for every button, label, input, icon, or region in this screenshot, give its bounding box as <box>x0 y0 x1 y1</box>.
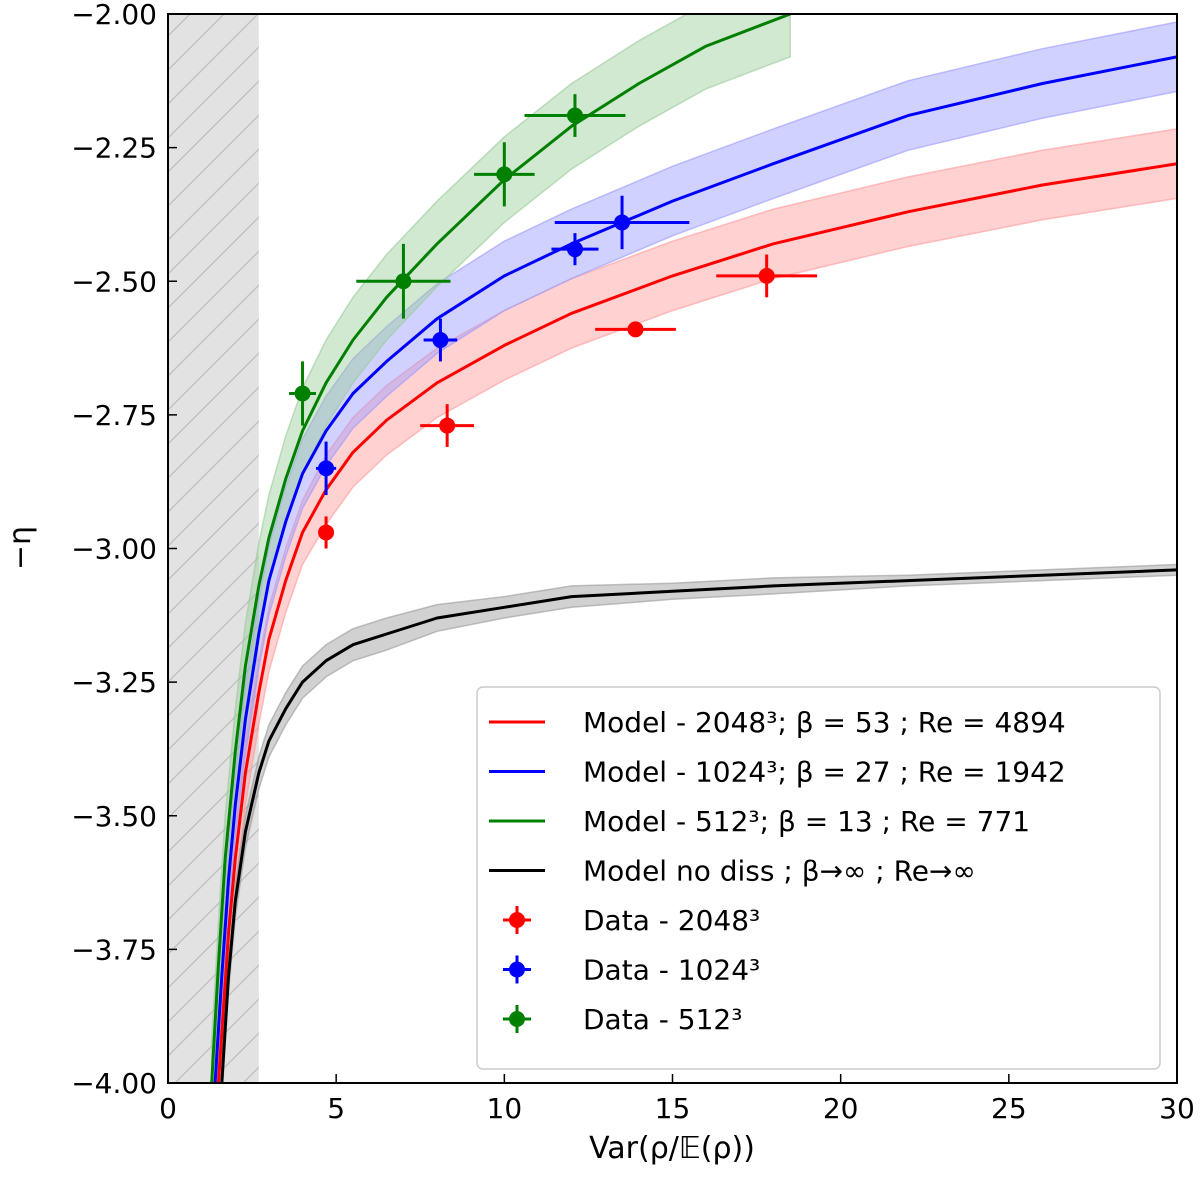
marker <box>758 267 775 284</box>
data-point-1-2 <box>420 404 475 447</box>
x-tick-label: 30 <box>1159 1092 1195 1125</box>
legend-label: Data - 1024³ <box>583 954 760 987</box>
excluded-region-area <box>168 14 259 1083</box>
series-line-4 <box>220 568 1177 1083</box>
data-point-3-4 <box>524 94 626 137</box>
legend-label: Data - 512³ <box>583 1003 742 1036</box>
marker <box>566 107 583 124</box>
data-point-1-4 <box>716 254 818 298</box>
x-axis-label: Var(ρ/𝔼(ρ)) <box>589 1131 755 1166</box>
marker <box>432 332 449 349</box>
data-point-1-3 <box>595 321 676 338</box>
data-points <box>289 94 818 549</box>
legend-label: Model no diss ; β→∞ ; Re→∞ <box>583 855 976 888</box>
marker <box>395 273 412 290</box>
data-point-1-1 <box>318 516 335 549</box>
data-point-3-1 <box>289 361 316 426</box>
y-tick-label: −2.75 <box>71 399 157 432</box>
marker <box>566 241 583 258</box>
series-line-2 <box>213 55 1177 1083</box>
data-point-3-2 <box>356 243 451 319</box>
legend-item-data-2048: Data - 2048³ <box>503 904 760 937</box>
marker <box>318 460 335 477</box>
y-tick-label: −3.50 <box>71 800 157 833</box>
legend-item-model-512-13-re-771: Model - 512³; β = 13 ; Re = 771 <box>489 805 1030 838</box>
y-tick-label: −2.50 <box>71 265 157 298</box>
legend: Model - 2048³; β = 53 ; Re = 4894 Model -… <box>476 686 1161 1070</box>
y-tick-label: −2.25 <box>71 132 157 165</box>
legend-item-data-1024: Data - 1024³ <box>503 954 760 987</box>
y-axis-label: −η <box>3 526 38 570</box>
legend-label: Model - 1024³; β = 27 ; Re = 1942 <box>583 756 1066 789</box>
band-1 <box>217 128 1177 1083</box>
band-4 <box>221 563 1177 1083</box>
data-point-3-3 <box>474 142 535 207</box>
marker <box>294 385 311 402</box>
y-tick-label: −3.75 <box>71 933 157 966</box>
y-tick-label: −2.00 <box>71 0 157 31</box>
marker <box>318 524 335 541</box>
data-point-2-4 <box>554 195 690 250</box>
x-tick-label: 20 <box>823 1092 859 1125</box>
data-point-2-3 <box>551 233 599 266</box>
axis-ticks: 0 5 10 15 20 25 30 −4.00 −3.75 −3.50 −3.25 −3.00 −2.… <box>71 0 1195 1125</box>
confidence-bands <box>210 14 1177 1083</box>
legend-swatch-marker <box>509 912 525 928</box>
band-2 <box>214 21 1177 1083</box>
marker <box>496 166 513 183</box>
series-line-1 <box>216 162 1177 1083</box>
axis-labels: −η Var(ρ/𝔼(ρ)) <box>3 526 755 1166</box>
marker <box>439 417 456 434</box>
x-tick-label: 0 <box>159 1092 177 1125</box>
x-tick-label: 15 <box>655 1092 691 1125</box>
x-tick-label: 25 <box>991 1092 1027 1125</box>
legend-swatch-marker <box>509 1011 525 1027</box>
legend-item-data-512: Data - 512³ <box>503 1003 742 1036</box>
data-point-2-2 <box>423 318 458 362</box>
legend-label: Model - 512³; β = 13 ; Re = 771 <box>583 805 1030 838</box>
marker <box>614 214 631 231</box>
legend-item-model-2048-53-re-4894: Model - 2048³; β = 53 ; Re = 4894 <box>489 706 1066 739</box>
x-tick-label: 10 <box>487 1092 523 1125</box>
y-tick-label: −4.00 <box>71 1067 157 1100</box>
legend-item-model-1024-27-re-1942: Model - 1024³; β = 27 ; Re = 1942 <box>489 756 1066 789</box>
x-tick-label: 5 <box>327 1092 345 1125</box>
legend-label: Data - 2048³ <box>583 904 760 937</box>
marker <box>627 321 644 338</box>
y-tick-label: −3.00 <box>71 533 157 566</box>
excluded-region <box>168 14 259 1083</box>
legend-box <box>476 686 1161 1070</box>
legend-item-model-no-diss-re: Model no diss ; β→∞ ; Re→∞ <box>489 855 976 888</box>
series-line-3 <box>210 14 791 1083</box>
legend-swatch-marker <box>509 961 525 978</box>
data-point-2-1 <box>315 441 337 496</box>
model-lines <box>210 14 1177 1083</box>
y-tick-label: −3.25 <box>71 666 157 699</box>
legend-label: Model - 2048³; β = 53 ; Re = 4894 <box>583 706 1066 739</box>
